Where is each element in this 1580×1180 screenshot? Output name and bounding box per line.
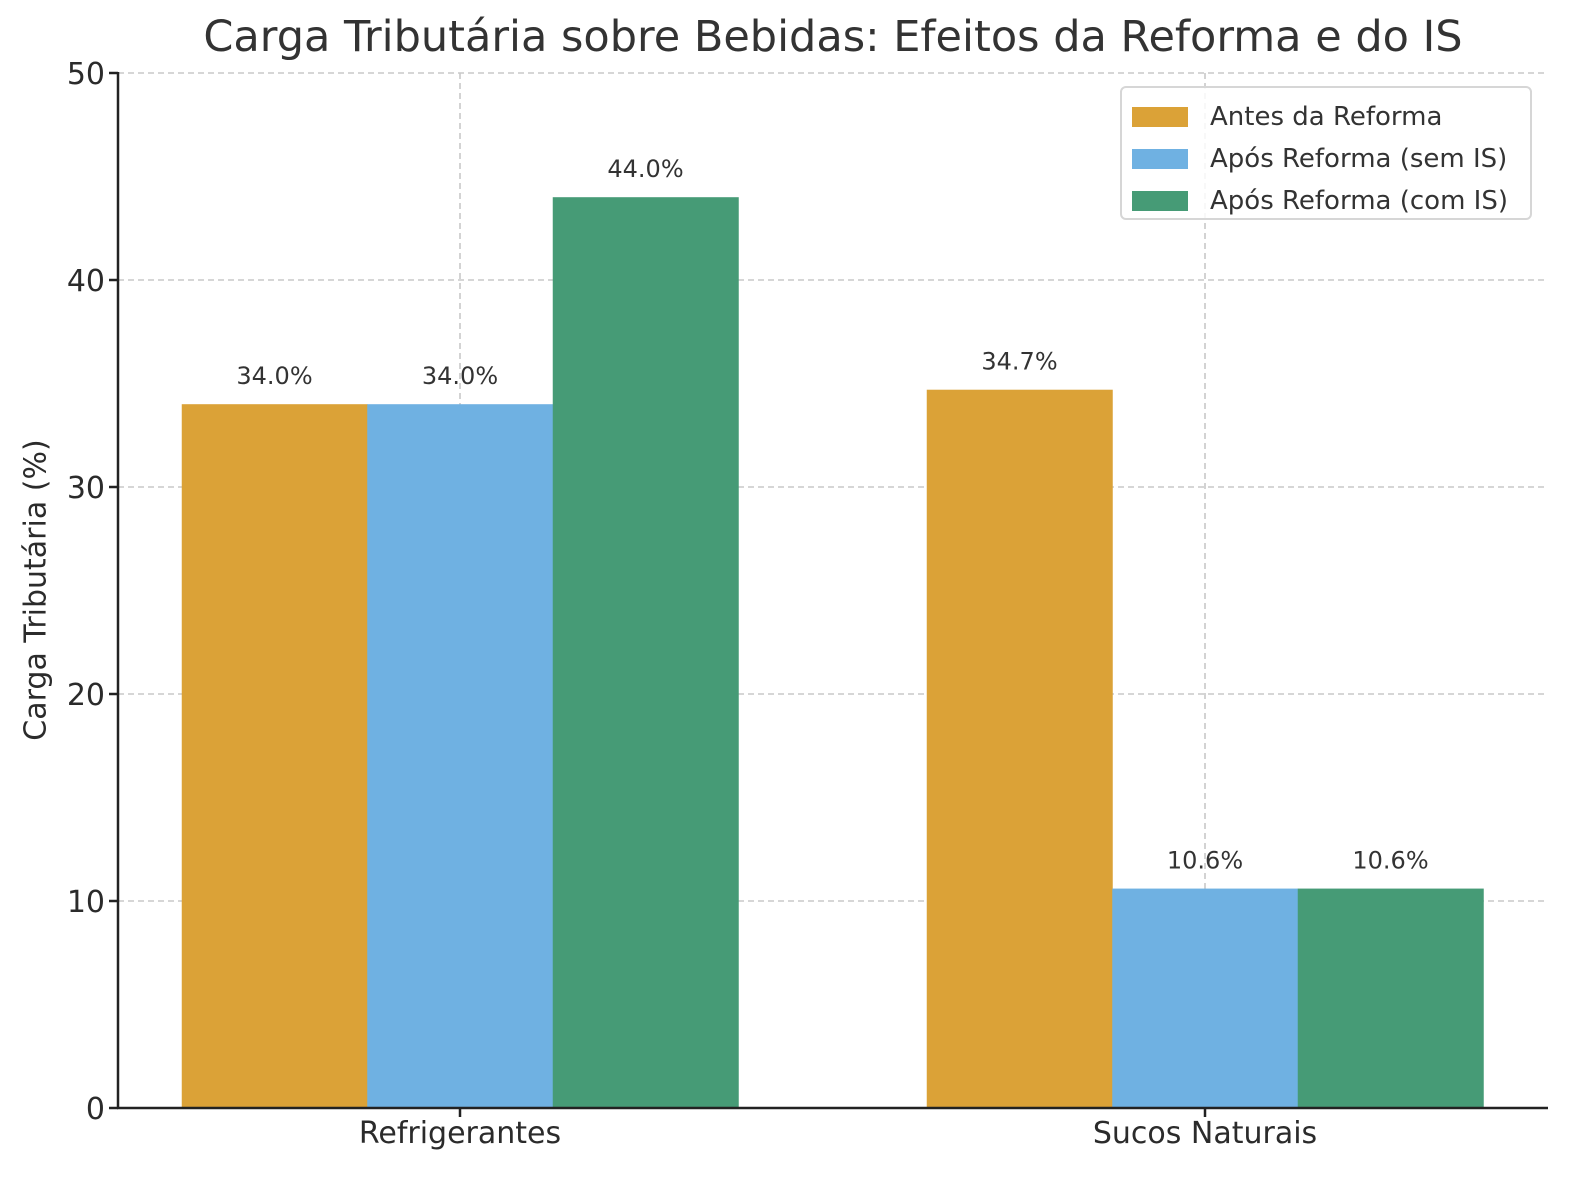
gridlines	[118, 72, 1548, 1108]
bars	[181, 197, 1484, 1109]
legend-swatch	[1132, 191, 1188, 211]
axes	[116, 72, 1548, 1110]
bar-value-label: 10.6%	[1167, 847, 1243, 875]
legend: Antes da Reforma Após Reforma (sem IS) A…	[1120, 86, 1532, 220]
bar-value-label: 34.0%	[422, 362, 498, 390]
chart-title: Carga Tributária sobre Bebidas: Efeitos …	[203, 12, 1463, 62]
y-tick-label: 20	[67, 678, 105, 713]
bar	[926, 389, 1113, 1109]
x-tick-label: Sucos Naturais	[1093, 1116, 1317, 1151]
bar	[1297, 888, 1484, 1108]
legend-item-apos-sem-is: Após Reforma (sem IS)	[1122, 138, 1530, 180]
legend-swatch	[1132, 107, 1188, 127]
bar	[367, 404, 554, 1108]
legend-swatch	[1132, 149, 1188, 169]
bar	[1112, 888, 1299, 1108]
x-tick-label: Refrigerantes	[359, 1116, 561, 1151]
y-tick-label: 30	[67, 471, 105, 506]
y-tick-label: 10	[67, 885, 105, 920]
bar-value-label: 10.6%	[1352, 847, 1428, 875]
y-tick-label: 40	[67, 264, 105, 299]
bar-value-labels: 34.0% 34.0% 44.0% 34.7% 10.6% 10.6%	[236, 155, 1428, 874]
bar-value-label: 44.0%	[607, 155, 683, 183]
legend-label: Após Reforma (com IS)	[1210, 186, 1508, 216]
bar	[181, 404, 368, 1108]
bar	[552, 197, 739, 1108]
y-tick-label: 50	[67, 57, 105, 92]
legend-item-antes: Antes da Reforma	[1122, 96, 1530, 138]
y-axis-ticks: 0 10 20 30 40 50	[67, 57, 118, 1127]
y-tick-label: 0	[86, 1092, 105, 1127]
bar-value-label: 34.7%	[981, 348, 1057, 376]
x-axis-ticks: Refrigerantes Sucos Naturais	[359, 1108, 1317, 1151]
legend-item-apos-com-is: Após Reforma (com IS)	[1122, 180, 1530, 222]
bar-value-label: 34.0%	[236, 362, 312, 390]
legend-label: Após Reforma (sem IS)	[1210, 144, 1508, 174]
legend-label: Antes da Reforma	[1210, 102, 1443, 132]
